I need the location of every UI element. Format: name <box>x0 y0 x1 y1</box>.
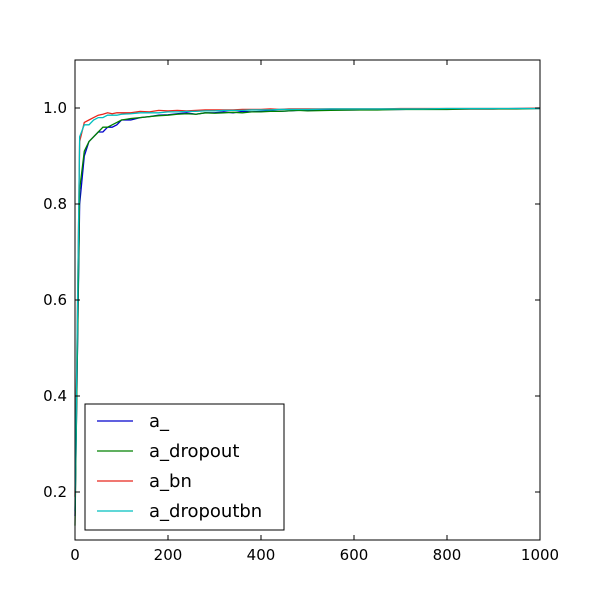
x-tick-label: 1000 <box>521 546 559 564</box>
tick-layer: 0 200 400 600 800 1000 0.2 0.4 0.6 0.8 1.0 <box>43 60 559 564</box>
series-line-a-dropout <box>74 107 541 526</box>
legend-label: a_ <box>149 411 170 432</box>
x-tick-label: 400 <box>247 546 276 564</box>
series-line-a-dropoutbn <box>74 107 540 512</box>
y-tick-label: 0.4 <box>43 387 67 405</box>
x-tick-label: 200 <box>154 546 183 564</box>
x-tick-label: 800 <box>433 546 462 564</box>
x-tick-label: 600 <box>340 546 369 564</box>
y-tick-label: 1.0 <box>43 99 67 117</box>
legend-label: a_dropout <box>149 441 239 462</box>
legend: a_ a_dropout a_bn a_dropoutbn <box>84 403 285 531</box>
y-tick-label: 0.8 <box>43 195 67 213</box>
legend-box <box>84 403 285 531</box>
x-tick-label: 0 <box>70 546 80 564</box>
y-tick-label: 0.2 <box>43 483 67 501</box>
legend-label: a_bn <box>149 471 192 492</box>
series-layer <box>74 107 541 526</box>
legend-label: a_dropoutbn <box>149 501 262 522</box>
y-tick-label: 0.6 <box>43 291 67 309</box>
